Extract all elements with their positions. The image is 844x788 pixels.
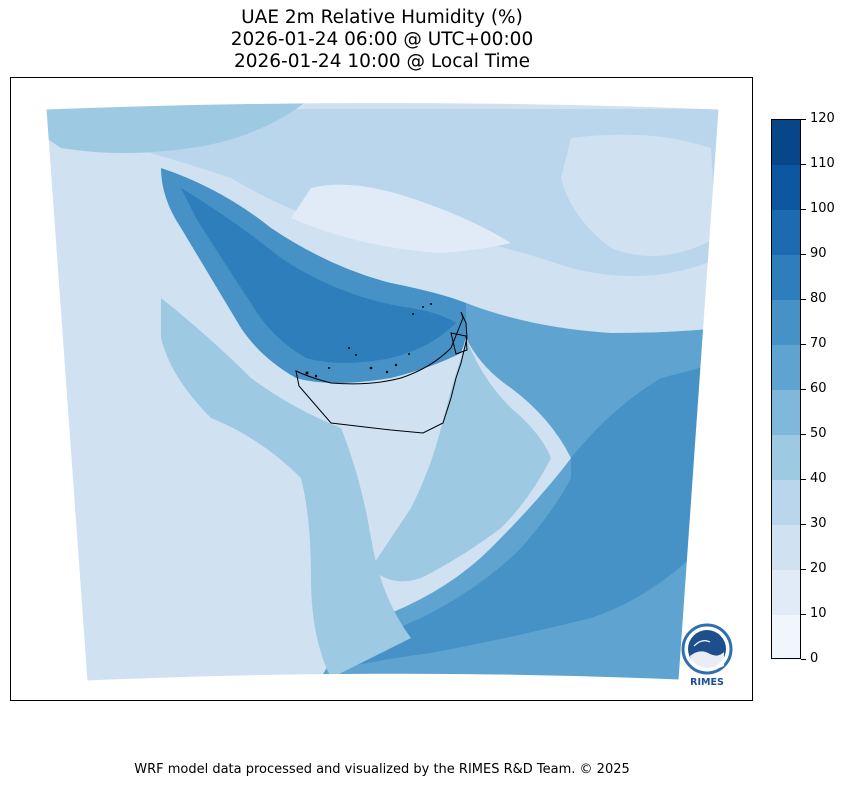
chart-title: UAE 2m Relative Humidity (%) 2026-01-24 … bbox=[0, 7, 764, 73]
colorbar-tick bbox=[801, 344, 806, 345]
colorbar-tick bbox=[801, 434, 806, 435]
persian-gulf-humid-core bbox=[181, 188, 456, 363]
colorbar-band bbox=[771, 434, 801, 480]
colorbar-tick bbox=[801, 164, 806, 165]
musandam-outline bbox=[450, 332, 468, 355]
uae-islands bbox=[305, 303, 432, 378]
title-line-local-time: 2026-01-24 10:00 @ Local Time bbox=[233, 51, 531, 72]
colorbar-tick bbox=[801, 479, 806, 480]
iran-east-dry-zone bbox=[561, 134, 716, 256]
colorbar-tick-label: 30 bbox=[810, 516, 827, 531]
colorbar-tick bbox=[801, 524, 806, 525]
colorbar-band bbox=[771, 164, 801, 210]
colorbar-tick-label: 100 bbox=[810, 201, 835, 216]
wrf-domain-edge bbox=[45, 102, 720, 682]
colorbar-tick-label: 0 bbox=[810, 651, 819, 666]
colorbar-tick-label: 80 bbox=[810, 291, 827, 306]
uae-border-outline bbox=[295, 311, 468, 434]
colorbar-tick bbox=[801, 389, 806, 390]
colorbar-band bbox=[771, 569, 801, 615]
oman-coastal-zone bbox=[371, 338, 551, 582]
colorbar-tick bbox=[801, 299, 806, 300]
colorbar-tick-label: 70 bbox=[810, 336, 827, 351]
north-humid-strip bbox=[46, 102, 311, 153]
colorbar-tick-label: 110 bbox=[810, 156, 835, 171]
colorbar-tick-label: 120 bbox=[810, 111, 835, 126]
colorbar-tick-label: 90 bbox=[810, 246, 827, 261]
map-panel bbox=[10, 77, 753, 701]
colorbar-band bbox=[771, 389, 801, 435]
colorbar-tick bbox=[801, 569, 806, 570]
colorbar-band bbox=[771, 614, 801, 660]
colorbar-tick-label: 40 bbox=[810, 471, 827, 486]
colorbar-tick bbox=[801, 119, 806, 120]
colorbar-tick-label: 60 bbox=[810, 381, 827, 396]
rub-al-khali-dry-zone bbox=[46, 378, 251, 681]
colorbar-band bbox=[771, 479, 801, 525]
arabian-sea-humid-core bbox=[341, 363, 716, 668]
rimes-globe-icon bbox=[681, 623, 733, 675]
colorbar-band bbox=[771, 344, 801, 390]
colorbar-band bbox=[771, 299, 801, 345]
interior-humid-band bbox=[161, 298, 411, 678]
title-line-variable: UAE 2m Relative Humidity (%) bbox=[241, 7, 523, 28]
humidity-map bbox=[45, 102, 720, 682]
colorbar-tick-label: 20 bbox=[810, 561, 827, 576]
footer-credit: WRF model data processed and visualized … bbox=[134, 762, 630, 777]
colorbar-tick bbox=[801, 614, 806, 615]
colorbar-tick-label: 50 bbox=[810, 426, 827, 441]
rimes-logo-text: RIMES bbox=[690, 677, 724, 688]
colorbar-band bbox=[771, 119, 801, 165]
iran-dry-zone bbox=[291, 184, 511, 253]
humidity-colorbar bbox=[771, 119, 801, 660]
colorbar-band bbox=[771, 254, 801, 300]
colorbar-tick bbox=[801, 254, 806, 255]
colorbar-band bbox=[771, 209, 801, 255]
colorbar-tick bbox=[801, 659, 806, 660]
colorbar-tick bbox=[801, 209, 806, 210]
colorbar-band bbox=[771, 524, 801, 570]
title-line-utc-time: 2026-01-24 06:00 @ UTC+00:00 bbox=[230, 29, 534, 50]
colorbar-tick-label: 10 bbox=[810, 606, 827, 621]
rimes-logo: RIMES bbox=[680, 622, 740, 690]
